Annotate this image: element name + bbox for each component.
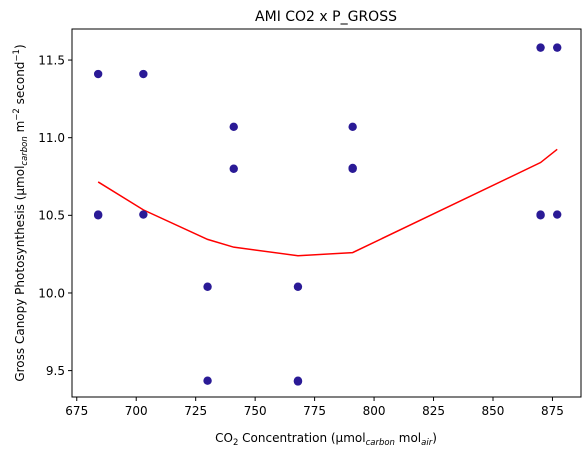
x-axis-ticks: 675 700 725 750 775 800 825 850 875 (65, 397, 564, 418)
scatter-point (139, 210, 148, 219)
scatter-point (203, 376, 212, 385)
y-tick-label: 9.5 (46, 364, 65, 378)
trend-layer (97, 148, 558, 257)
scatter-point (536, 211, 545, 220)
x-tick-label: 850 (482, 404, 505, 418)
chart-title: AMI CO2 x P_GROSS (255, 9, 397, 25)
scatter-point (203, 282, 212, 291)
x-tick-label: 825 (422, 404, 445, 418)
x-axis-label: CO2 Concentration (µmolcarbon molair) (215, 431, 437, 448)
y-tick-label: 11.5 (38, 53, 65, 67)
y-axis-label: Gross Canopy Photosynthesis (µmolcarbon … (12, 44, 30, 381)
scatter-point (348, 122, 357, 132)
y-tick-label: 10.0 (38, 286, 65, 300)
scatter-point (348, 163, 357, 173)
scatter-point (293, 377, 303, 386)
x-tick-label: 750 (244, 404, 267, 418)
scatter-point (553, 43, 562, 52)
scatter-point (553, 210, 562, 219)
plot-frame (71, 28, 582, 398)
y-tick-label: 11.0 (38, 131, 65, 145)
x-tick-label: 700 (125, 404, 148, 418)
scatter-point (229, 122, 238, 132)
scatter-point (536, 43, 545, 52)
scatter-point (229, 164, 238, 173)
scatter-point (93, 211, 103, 220)
x-tick-label: 775 (303, 404, 326, 418)
scatter-point (293, 282, 303, 291)
y-tick-label: 10.5 (38, 209, 65, 223)
x-tick-label: 875 (541, 404, 564, 418)
x-tick-label: 800 (363, 404, 386, 418)
scatter-point (139, 69, 148, 79)
scatter-point (93, 69, 103, 79)
x-tick-label: 725 (184, 404, 207, 418)
trend-line (97, 148, 558, 257)
scatter-points (93, 43, 562, 386)
x-tick-label: 675 (65, 404, 88, 418)
y-axis-ticks: 9.5 10.0 10.5 11.0 11.5 (38, 53, 72, 378)
